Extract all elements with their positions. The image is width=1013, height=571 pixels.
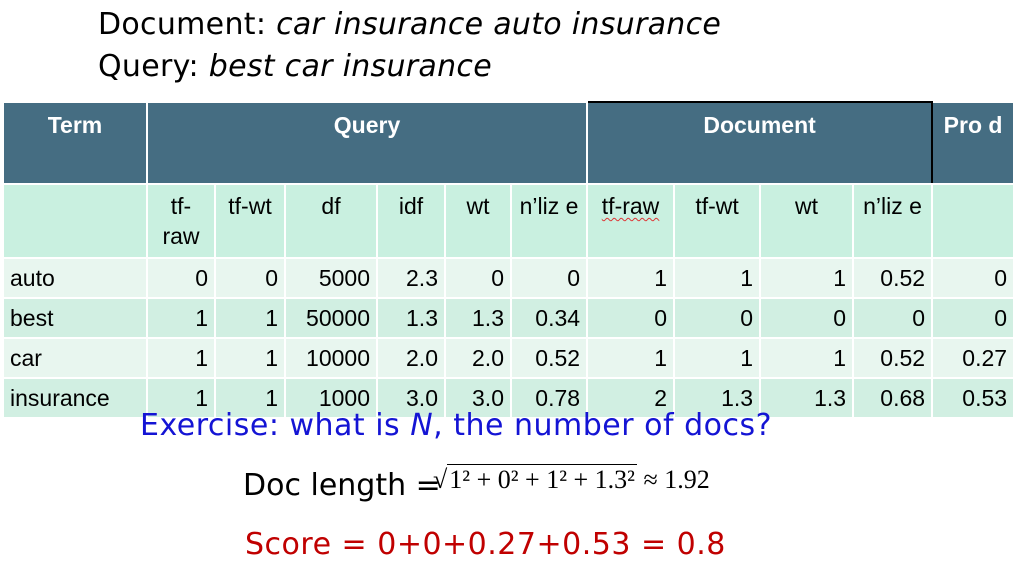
column-header: wt	[759, 183, 855, 259]
table-cell: 1	[673, 257, 762, 299]
document-label: Document:	[98, 7, 277, 42]
table-cell: 0.34	[509, 297, 589, 339]
term-cell: best	[2, 297, 148, 339]
table-cell: 0	[586, 297, 676, 339]
table-cell: 50000	[284, 297, 378, 339]
table-cell: 2	[586, 377, 676, 419]
doc-length-label: Doc length =	[243, 468, 441, 503]
table-cell: 1	[759, 257, 855, 299]
table-cell: 1	[214, 337, 286, 379]
document-heading: Document: car insurance auto insurance	[98, 8, 721, 42]
table-cell: 0	[931, 257, 1013, 299]
table-cell: 0.52	[852, 257, 934, 299]
table-cell: 2.3	[376, 257, 446, 299]
query-label: Query:	[98, 49, 209, 84]
query-heading: Query: best car insurance	[98, 50, 492, 84]
table-row: car 1 1 10000 2.0 2.0 0.52 1 1 1 0.52 0.…	[2, 337, 1013, 379]
table-cell: 0.52	[509, 337, 589, 379]
term-cell: auto	[2, 257, 148, 299]
sqrt-radicand: 1² + 0² + 1² + 1.3²	[447, 464, 637, 494]
group-header-term: Term	[2, 101, 148, 185]
table-cell: 5000	[284, 257, 378, 299]
table-cell: 0	[444, 257, 512, 299]
group-header-row: Term Query Document Pro d	[2, 101, 1013, 185]
table-cell: 0.53	[931, 377, 1013, 419]
table-cell: 1.3	[444, 297, 512, 339]
table-cell: 2.0	[376, 337, 446, 379]
column-header: tf-wt	[214, 183, 286, 259]
table-cell: 1.3	[376, 297, 446, 339]
table-cell: 2.0	[444, 337, 512, 379]
table-cell: 1	[146, 337, 216, 379]
table-cell: 0	[509, 257, 589, 299]
table-cell: 0.52	[852, 337, 934, 379]
doc-length-formula: √1² + 0² + 1² + 1.3² ≈ 1.92	[433, 464, 710, 495]
table-cell: 0	[759, 297, 855, 339]
column-header-row: tf- raw tf-wt df idf wt n’liz e tf-raw t…	[2, 183, 1013, 259]
column-header: wt	[444, 183, 512, 259]
table-cell: 10000	[284, 337, 378, 379]
column-header: tf-raw	[586, 183, 676, 259]
group-header-prod: Pro d	[931, 101, 1013, 185]
table-cell: 0	[673, 297, 762, 339]
table-cell: 3.0	[444, 377, 512, 419]
column-header: tf-wt	[673, 183, 762, 259]
query-value: best car insurance	[208, 49, 492, 84]
tf-idf-table: Term Query Document Pro d tf- raw tf-wt …	[2, 101, 1013, 419]
table-cell: 0	[931, 297, 1013, 339]
table-cell: 0.27	[931, 337, 1013, 379]
table-row: insurance 1 1 1000 3.0 3.0 0.78 2 1.3 1.…	[2, 377, 1013, 419]
table-cell: 1	[214, 377, 286, 419]
table-cell: 1	[586, 257, 676, 299]
column-header: n’liz e	[509, 183, 589, 259]
table-cell: 0	[146, 257, 216, 299]
group-header-document: Document	[586, 101, 934, 185]
document-value: car insurance auto insurance	[276, 7, 722, 42]
table-cell: 1	[586, 337, 676, 379]
term-cell: car	[2, 337, 148, 379]
table-cell: 0	[214, 257, 286, 299]
table-cell: 3.0	[376, 377, 446, 419]
table-cell: 0.78	[509, 377, 589, 419]
table-row: best 1 1 50000 1.3 1.3 0.34 0 0 0 0 0	[2, 297, 1013, 339]
column-header	[2, 183, 148, 259]
table-row: auto 0 0 5000 2.3 0 0 1 1 1 0.52 0	[2, 257, 1013, 299]
doc-length-result: ≈ 1.92	[643, 465, 710, 494]
column-header	[931, 183, 1013, 259]
column-header: df	[284, 183, 378, 259]
table-cell: 1.3	[673, 377, 762, 419]
table-cell: 1	[214, 297, 286, 339]
table-cell: 1	[146, 377, 216, 419]
table-cell: 1	[673, 337, 762, 379]
column-header: idf	[376, 183, 446, 259]
table-cell: 1	[759, 337, 855, 379]
score-line: Score = 0+0+0.27+0.53 = 0.8	[245, 527, 726, 562]
group-header-query: Query	[145, 101, 589, 185]
table-cell: 1.3	[759, 377, 855, 419]
sqrt-symbol: √	[433, 465, 448, 494]
table-cell: 0.68	[852, 377, 934, 419]
table-cell: 1000	[284, 377, 378, 419]
table-cell: 0	[852, 297, 934, 339]
column-header: n’liz e	[852, 183, 934, 259]
column-header: tf- raw	[146, 183, 216, 259]
term-cell: insurance	[2, 377, 148, 419]
table-cell: 1	[146, 297, 216, 339]
exercise-question: Exercise: what is N, the number of docs?	[140, 408, 773, 443]
